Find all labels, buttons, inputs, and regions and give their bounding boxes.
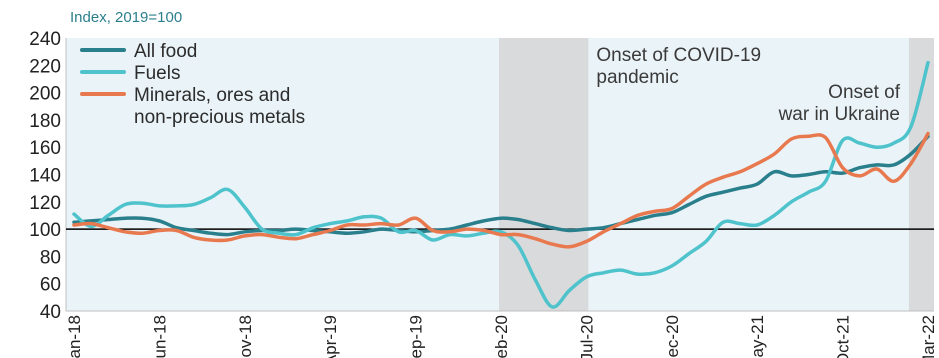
x-tick-label: Mar-22	[919, 315, 938, 358]
shaded-period	[499, 38, 589, 311]
y-tick-label: 120	[29, 193, 61, 214]
annotation-text: Onset of COVID-19	[596, 45, 761, 66]
x-tick-label: Oct-21	[834, 315, 853, 358]
x-tick-label: Nov-18	[236, 315, 255, 358]
legend-label: All food	[134, 41, 197, 62]
series-line-1	[72, 60, 930, 309]
x-axis: Jan-18 Jun-18 Nov-18 Apr-19 Sep-19 Feb-20 Jul-…	[65, 310, 938, 358]
x-tick-label: Dec-20	[663, 315, 682, 358]
y-tick-label: 160	[29, 138, 61, 159]
y-tick-label: 200	[29, 84, 61, 105]
x-tick-label: Sep-19	[407, 315, 426, 358]
x-tick-label: Apr-19	[321, 315, 340, 358]
y-axis: 40 60 80 100 120 140 160 180 200 220 240	[29, 29, 67, 323]
y-tick-label: 180	[29, 111, 61, 132]
y-tick-label: 100	[29, 220, 61, 241]
legend-label: Fuels	[134, 63, 180, 84]
y-tick-label: 80	[40, 247, 61, 268]
y-tick-label: 40	[40, 302, 61, 323]
annotation-text: pandemic	[596, 67, 678, 88]
shaded-period	[908, 38, 934, 311]
x-tick-label: Jul-20	[577, 315, 596, 358]
y-tick-label: 60	[40, 275, 61, 296]
series-line-2	[72, 131, 930, 249]
series-line-0	[72, 134, 930, 237]
x-tick-label: May-21	[748, 315, 767, 358]
y-tick-label: 220	[29, 56, 61, 77]
legend-label: non-precious metals	[134, 107, 305, 128]
annotation-text: Onset of	[828, 82, 901, 103]
series-lines	[72, 60, 930, 309]
y-axis-label: Index, 2019=100	[70, 9, 182, 26]
x-tick-label: Jun-18	[150, 315, 169, 358]
x-tick-label: Feb-20	[492, 315, 511, 358]
legend-label: Minerals, ores and	[134, 85, 290, 106]
annotation-text: war in Ukraine	[778, 104, 900, 125]
x-tick-label: Jan-18	[65, 315, 84, 358]
shaded-periods	[499, 38, 934, 311]
y-tick-label: 240	[29, 29, 61, 50]
y-tick-label: 140	[29, 166, 61, 187]
